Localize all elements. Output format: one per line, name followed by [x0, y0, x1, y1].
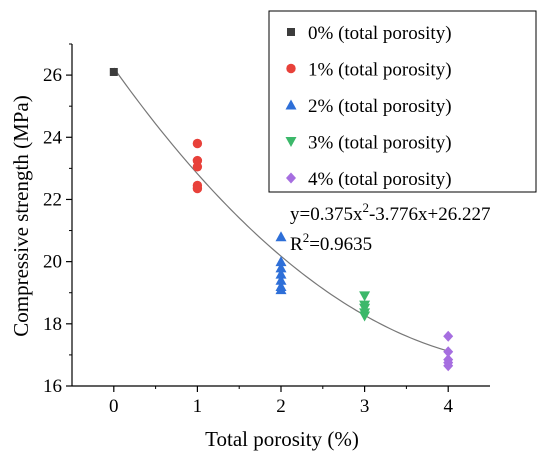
data-point	[275, 274, 287, 285]
data-point	[443, 330, 454, 342]
legend-marker	[285, 137, 297, 147]
legend-marker	[286, 172, 296, 184]
x-tick-label: 4	[443, 396, 453, 417]
data-point	[275, 284, 287, 295]
fit-r2-lead: R	[290, 234, 303, 255]
data-point	[192, 162, 203, 172]
y-axis-title: Compressive strength (MPa)	[9, 95, 33, 336]
x-tick-label: 2	[276, 396, 286, 417]
fit-equation-tail: -3.776x+26.227	[369, 204, 491, 225]
legend: 0% (total porosity) 1% (total porosity) 2%…	[268, 10, 537, 193]
x-tick-label: 1	[193, 396, 203, 417]
data-point	[443, 360, 454, 372]
data-point	[359, 311, 371, 322]
x-tick-label: 3	[360, 396, 370, 417]
y-tick-label: 18	[43, 314, 62, 335]
x-axis-title: Total porosity (%)	[205, 427, 359, 451]
y-tick-label: 16	[43, 376, 62, 397]
legend-label: 3% (total porosity)	[308, 133, 452, 154]
data-point	[443, 346, 454, 358]
fit-equation: y=0.375x2-3.776x+26.227	[290, 200, 491, 225]
y-tick-label: 24	[43, 127, 63, 148]
fit-r-squared: R2=0.9635	[290, 230, 372, 255]
fit-equation-sup: 2	[362, 200, 369, 215]
points	[109, 67, 454, 372]
data-point	[359, 291, 371, 302]
legend-marker	[285, 99, 297, 110]
legend-marker	[287, 28, 295, 36]
x-tick-label: 0	[109, 396, 119, 417]
data-point	[275, 268, 287, 279]
y-tick-label: 26	[43, 65, 62, 86]
y-tick-label: 20	[43, 252, 62, 273]
fit-equation-lead: y=0.375x	[290, 204, 363, 225]
fit-r2-sup: 2	[303, 230, 310, 245]
legend-box	[268, 10, 537, 193]
y-tick-label: 22	[43, 189, 62, 210]
data-point	[275, 262, 287, 273]
legend-label: 4% (total porosity)	[308, 169, 452, 190]
legend-label: 1% (total porosity)	[308, 60, 452, 81]
legend-label: 2% (total porosity)	[308, 96, 452, 117]
data-point	[275, 231, 287, 242]
data-point	[192, 138, 203, 149]
legend-label: 0% (total porosity)	[308, 23, 452, 44]
data-point	[275, 256, 287, 267]
data-point	[192, 183, 203, 194]
fit-r2-tail: =0.9635	[309, 234, 372, 255]
data-point	[109, 67, 118, 76]
legend-marker	[286, 63, 296, 74]
